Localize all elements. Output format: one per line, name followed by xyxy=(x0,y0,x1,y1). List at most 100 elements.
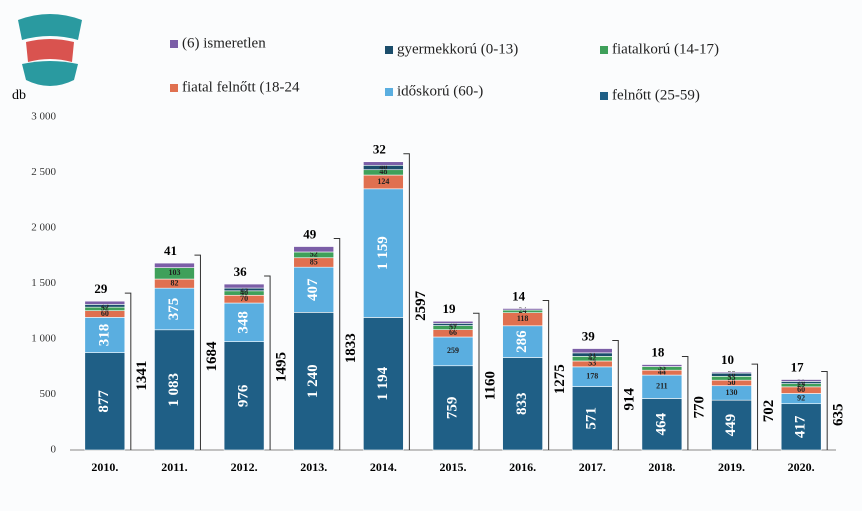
top-value-label: 41 xyxy=(164,243,177,258)
value-label: 20 xyxy=(449,319,457,328)
total-bracket xyxy=(403,153,410,450)
total-label: 770 xyxy=(691,396,707,419)
x-tick-label: 2019. xyxy=(718,460,745,474)
top-value-label: 19 xyxy=(443,301,457,316)
value-label: 44 xyxy=(658,367,666,376)
value-label: 92 xyxy=(797,393,805,402)
y-tick-label: 1 500 xyxy=(31,277,56,289)
value-label: 33 xyxy=(658,363,666,372)
x-tick-label: 2018. xyxy=(648,460,675,474)
value-label: 82 xyxy=(170,278,178,287)
bar-segment xyxy=(711,399,752,451)
value-label: 318 xyxy=(96,324,112,347)
bar-segment xyxy=(293,312,335,451)
value-label: 42 xyxy=(588,353,596,362)
y-tick-label: 3 000 xyxy=(31,111,56,123)
bar-segment xyxy=(502,357,543,451)
total-label: 1160 xyxy=(482,371,498,400)
value-label: 178 xyxy=(586,372,598,381)
value-label: 25 xyxy=(240,284,248,293)
legend-swatch xyxy=(385,88,393,96)
value-label: 66 xyxy=(449,328,457,337)
y-axis-label: db xyxy=(12,88,26,103)
total-bracket xyxy=(473,312,480,450)
bar-segment xyxy=(641,364,683,367)
value-label: 124 xyxy=(377,177,389,186)
bar-segment xyxy=(84,352,126,451)
value-label: 40 xyxy=(379,162,387,171)
legend-label: időskorú (60-) xyxy=(397,83,483,99)
top-value-label: 36 xyxy=(234,264,248,279)
value-label: 48 xyxy=(379,167,387,176)
top-value-label: 18 xyxy=(651,345,665,360)
total-bracket xyxy=(542,299,550,450)
legend-label: gyermekkorú (0-13) xyxy=(397,41,518,57)
total-bracket xyxy=(751,363,759,450)
total-bracket xyxy=(124,292,132,450)
total-bracket xyxy=(264,275,271,450)
value-label: 20 xyxy=(797,377,805,386)
top-value-label: 29 xyxy=(94,281,108,296)
total-label: 1684 xyxy=(204,341,220,372)
y-tick-label: 1 000 xyxy=(31,333,56,345)
bar-segment xyxy=(154,329,195,451)
bar-segment xyxy=(293,266,335,313)
value-label: 52 xyxy=(310,250,318,259)
bar-segment xyxy=(154,262,195,268)
total-bracket xyxy=(821,371,828,450)
value-label: 1 083 xyxy=(166,373,182,407)
bar-segment xyxy=(571,348,613,354)
x-tick-label: 2020. xyxy=(788,460,815,474)
bar-segment xyxy=(780,379,822,382)
x-tick-label: 2017. xyxy=(579,460,606,474)
value-label: 375 xyxy=(166,298,182,321)
value-label: 118 xyxy=(517,314,529,323)
value-label: 85 xyxy=(310,257,318,266)
value-label: 1 194 xyxy=(375,366,391,400)
value-label: 70 xyxy=(240,294,248,303)
total-label: 702 xyxy=(761,400,777,423)
value-label: 571 xyxy=(584,407,600,430)
bar-segment xyxy=(641,398,683,451)
x-tick-label: 2011. xyxy=(161,460,187,474)
total-label: 914 xyxy=(622,388,638,411)
bar-segment xyxy=(363,317,404,451)
value-label: 348 xyxy=(236,311,252,334)
y-tick-label: 0 xyxy=(51,444,57,456)
bar-segment xyxy=(571,386,613,451)
bar-segment xyxy=(223,283,265,289)
legend-label: (6) ismeretlen xyxy=(182,35,266,51)
x-tick-label: 2014. xyxy=(370,460,397,474)
bar-segment xyxy=(432,320,474,324)
bar-segment xyxy=(293,246,335,253)
top-value-label: 10 xyxy=(721,352,734,367)
value-label: 449 xyxy=(723,414,739,437)
x-tick-label: 2015. xyxy=(440,460,467,474)
y-tick-label: 2 000 xyxy=(31,222,56,234)
value-label: 35 xyxy=(728,373,736,382)
value-label: 877 xyxy=(96,390,112,413)
x-tick-label: 2010. xyxy=(91,460,118,474)
total-label: 1275 xyxy=(552,364,568,394)
value-label: 417 xyxy=(793,415,809,438)
total-label: 1833 xyxy=(343,333,359,363)
top-value-label: 49 xyxy=(303,227,317,242)
legend-label: fiatal felnőtt (18-24 xyxy=(182,79,300,95)
bar-segment xyxy=(363,161,404,166)
total-label: 1495 xyxy=(274,352,290,382)
value-label: 53 xyxy=(588,359,596,368)
value-label: 60 xyxy=(797,385,805,394)
top-value-label: 17 xyxy=(791,359,805,374)
value-label: 60 xyxy=(101,309,109,318)
legend-label: felnőtt (25-59) xyxy=(612,87,700,103)
bar-segment xyxy=(711,371,752,374)
total-label: 635 xyxy=(831,404,847,427)
value-label: 25 xyxy=(101,301,109,310)
top-value-label: 39 xyxy=(582,329,596,344)
total-label: 2597 xyxy=(413,290,429,321)
x-tick-label: 2013. xyxy=(300,460,327,474)
legend-swatch xyxy=(170,84,178,92)
value-label: 40 xyxy=(240,288,248,297)
total-bracket xyxy=(612,340,619,450)
x-tick-label: 2012. xyxy=(231,460,258,474)
